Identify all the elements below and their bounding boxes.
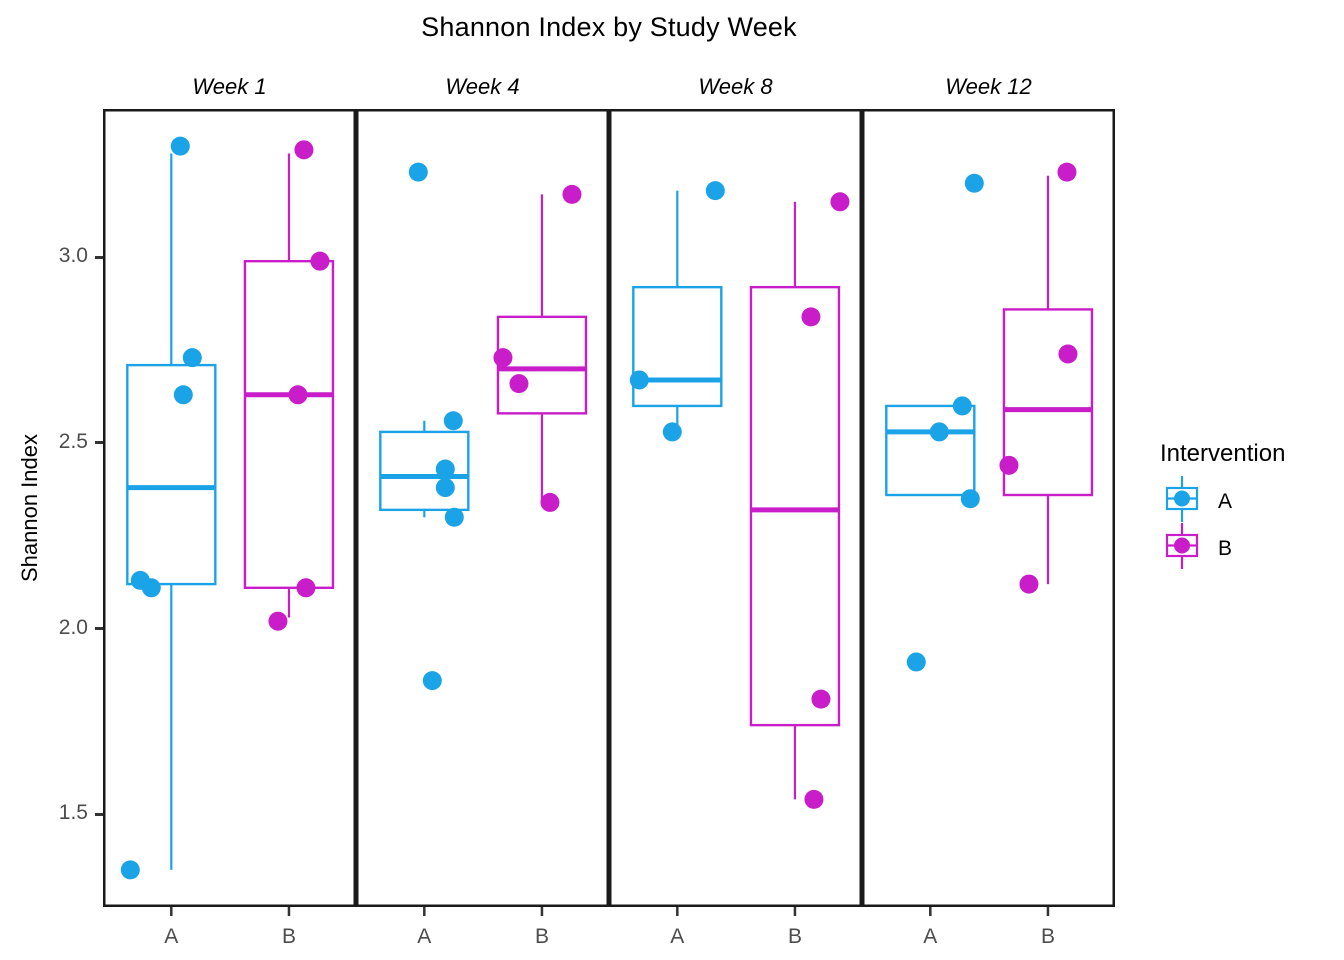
x-tick-label: B [535, 925, 549, 948]
key-point [1174, 490, 1190, 507]
jitter-point [662, 422, 682, 442]
y-tick-mark [95, 256, 104, 259]
jitter-point [1057, 162, 1077, 182]
jitter-point [435, 459, 455, 479]
jitter-point [540, 492, 560, 512]
x-tick-label: B [282, 925, 296, 948]
jitter-point [173, 385, 193, 405]
y-tick-mark [95, 627, 104, 630]
legend: Intervention A B [1160, 440, 1344, 572]
y-tick-mark [95, 813, 104, 816]
box [126, 363, 217, 586]
jitter-point [999, 455, 1019, 475]
boxplot-key-glyph [1165, 476, 1199, 522]
box [379, 430, 470, 512]
jitter-point [960, 489, 980, 509]
legend-title: Intervention [1160, 440, 1286, 467]
y-tick-label: 3.0 [58, 244, 88, 267]
jitter-point [296, 578, 316, 598]
jitter-point [408, 162, 428, 182]
facet-label-week-12: Week 12 [945, 74, 1032, 99]
x-tick-label: A [417, 925, 431, 948]
panel-border [356, 109, 609, 907]
x-tick-label: B [788, 925, 802, 948]
jitter-point [294, 140, 314, 160]
facet-label-week-4: Week 4 [445, 74, 520, 99]
key-point [1174, 537, 1190, 554]
x-tick-label: A [670, 925, 684, 948]
jitter-point [830, 192, 850, 212]
facet-label-week-8: Week 8 [698, 74, 773, 99]
jitter-point [288, 385, 308, 405]
box [632, 285, 723, 408]
x-tick-label: B [1041, 925, 1055, 948]
jitter-point [444, 507, 464, 527]
legend-item-label: A [1218, 489, 1233, 513]
jitter-point [811, 689, 831, 709]
legend-item-label: B [1218, 536, 1233, 560]
jitter-point [929, 422, 949, 442]
jitter-point [435, 478, 455, 498]
panel-border [103, 109, 356, 907]
box [243, 259, 335, 590]
legend-item-b: B [1160, 523, 1344, 574]
jitter-point [801, 307, 821, 327]
boxplot-key-icon [1160, 476, 1204, 527]
x-tick-label: A [923, 925, 937, 948]
jitter-point [952, 396, 972, 416]
jitter-point [509, 374, 529, 394]
jitter-point [182, 348, 202, 368]
boxplot-key-glyph [1165, 523, 1199, 569]
panel-border [609, 109, 862, 907]
box [496, 315, 588, 415]
jitter-point [120, 860, 140, 880]
jitter-point [906, 652, 926, 672]
y-axis-title: Shannon Index [17, 433, 42, 583]
boxplot-key-icon [1160, 523, 1204, 574]
box [1002, 308, 1094, 497]
y-tick-label: 2.0 [58, 616, 88, 639]
y-tick-label: 1.5 [58, 801, 88, 824]
chart-title: Shannon Index by Study Week [421, 12, 797, 42]
jitter-point [804, 789, 824, 809]
facet-label-week-1: Week 1 [192, 74, 267, 99]
jitter-point [310, 251, 330, 271]
box [885, 404, 976, 497]
x-tick-label: A [164, 925, 178, 948]
y-tick-mark [95, 441, 104, 444]
y-tick-label: 2.5 [58, 430, 88, 453]
jitter-point [705, 181, 725, 201]
panel-border [862, 109, 1115, 907]
jitter-point [141, 578, 161, 598]
jitter-point [170, 136, 190, 156]
jitter-point [629, 370, 649, 390]
jitter-point [964, 173, 984, 193]
legend-item-a: A [1160, 476, 1344, 527]
jitter-point [422, 671, 442, 691]
jitter-point [443, 411, 463, 431]
jitter-point [1019, 574, 1039, 594]
jitter-point [268, 611, 288, 631]
jitter-point [1058, 344, 1078, 364]
jitter-point [493, 348, 513, 368]
jitter-point [562, 184, 582, 204]
box [749, 285, 841, 727]
